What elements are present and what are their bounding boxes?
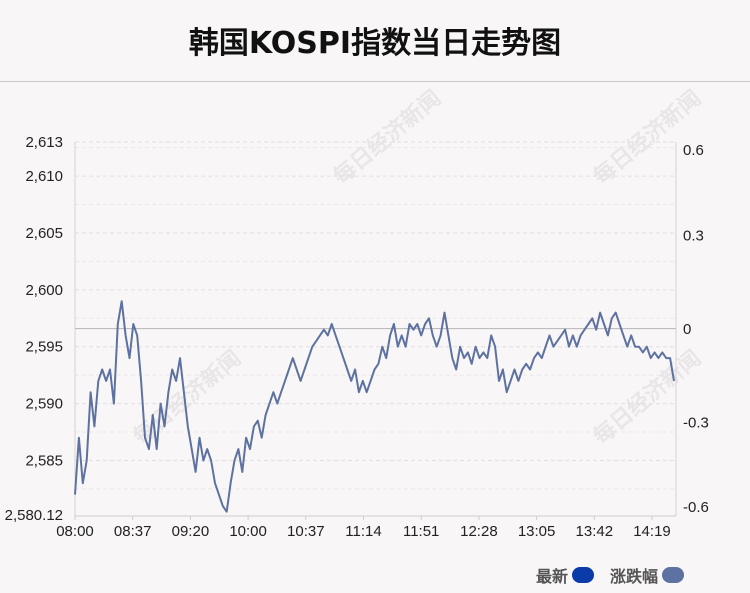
y-right-tick-label: 0.6: [683, 142, 704, 159]
x-tick-label: 12:28: [460, 523, 498, 540]
legend-label-change: 涨跌幅: [609, 567, 658, 586]
series-line: [74, 300, 675, 513]
legend: 最新 涨跌幅: [520, 563, 684, 587]
y-left-tick-label: 2,610: [25, 168, 63, 185]
x-tick-label: 08:37: [114, 523, 152, 540]
y-left-tick-label: 2,580.12: [5, 507, 63, 524]
legend-swatch-change: [662, 567, 684, 583]
x-tick-label: 11:14: [345, 523, 381, 540]
y-left-tick-label: 2,605: [25, 225, 63, 242]
legend-swatch-latest: [571, 567, 594, 583]
y-left-tick-label: 2,613: [25, 134, 63, 151]
title-divider: [0, 81, 750, 82]
legend-item-change[interactable]: 涨跌幅: [610, 563, 684, 587]
x-tick-label: 14:19: [633, 523, 671, 540]
y-right-tick-label: 0: [683, 321, 691, 338]
x-tick-label: 13:05: [518, 523, 556, 540]
y-right-tick-label: -0.6: [683, 499, 709, 516]
y-right-tick-label: -0.3: [683, 415, 709, 432]
y-left-tick-label: 2,600: [25, 282, 63, 299]
x-tick-label: 10:00: [229, 523, 267, 540]
legend-item-latest[interactable]: 最新: [536, 563, 594, 587]
x-tick-label: 10:37: [287, 523, 325, 540]
legend-label-latest: 最新: [535, 567, 568, 586]
x-tick-label: 11:51: [403, 523, 439, 540]
x-tick-label: 09:20: [172, 523, 210, 540]
x-tick-label: 08:00: [56, 523, 94, 540]
x-tick-label: 13:42: [576, 523, 614, 540]
chart-title: 韩国KOSPI指数当日走势图: [188, 26, 562, 61]
y-left-tick-label: 2,585: [25, 452, 63, 469]
y-left-tick-label: 2,590: [25, 396, 63, 413]
y-left-tick-label: 2,595: [25, 339, 63, 356]
y-right-tick-label: 0.3: [683, 228, 704, 245]
